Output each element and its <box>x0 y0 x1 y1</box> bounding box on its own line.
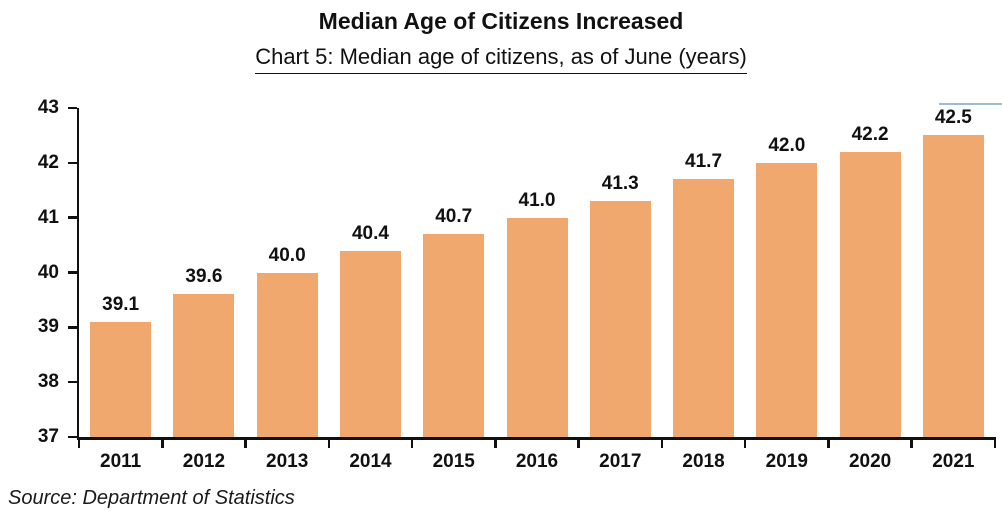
annotation-line <box>939 103 1002 105</box>
bar-2018 <box>673 179 735 437</box>
x-axis-tick <box>327 437 331 448</box>
bar-value-label: 39.6 <box>185 266 223 288</box>
bar-2021 <box>922 135 984 437</box>
y-axis-tick <box>67 106 77 110</box>
bar-2014 <box>339 250 401 437</box>
y-axis-tick <box>67 435 77 439</box>
bar-value-label: 42.5 <box>934 107 972 129</box>
x-axis-label: 2012 <box>182 451 226 472</box>
bar-2016 <box>506 217 568 437</box>
plot-area: 37 38 39 40 41 42 43 39.1 2011 39.6 2012 40.0 2013 40… <box>38 97 1002 472</box>
chart-title: Median Age of Citizens Increased <box>318 8 684 34</box>
x-axis-tick <box>77 437 81 448</box>
y-axis-label: 38 <box>37 371 59 393</box>
y-axis-tick <box>67 216 77 219</box>
y-axis-tick <box>67 271 77 274</box>
x-axis-label: 2017 <box>599 451 642 472</box>
bar-value-label: 42.0 <box>768 134 806 156</box>
bar-2020 <box>839 151 901 437</box>
y-axis-label: 37 <box>37 426 59 447</box>
x-axis-tick <box>660 437 664 448</box>
y-axis-tick <box>67 161 77 165</box>
chart-subtitle-row: Chart 5: Median age of citizens, as of J… <box>0 44 1002 74</box>
bar-value-label: 40.4 <box>351 222 389 244</box>
x-axis-tick <box>743 437 747 448</box>
bar-2019 <box>756 162 818 437</box>
bar-2015 <box>423 234 485 437</box>
bar-2017 <box>589 201 651 437</box>
y-axis-tick <box>67 326 77 329</box>
y-axis-label: 41 <box>37 206 59 228</box>
x-axis-label: 2014 <box>349 451 392 472</box>
bar-value-label: 40.0 <box>268 244 306 266</box>
bar-value-label: 41.3 <box>601 173 639 195</box>
x-axis-tick <box>244 437 247 448</box>
x-axis-tick <box>993 437 997 448</box>
x-axis-tick <box>410 437 414 448</box>
x-axis-label: 2019 <box>765 451 808 472</box>
bar-2011 <box>90 321 152 437</box>
bar-2013 <box>256 272 318 437</box>
bar-value-label: 41.7 <box>685 151 723 173</box>
bar-2012 <box>173 294 235 437</box>
x-axis-label: 2020 <box>848 451 892 472</box>
source-note: Source: Department of Statistics <box>8 487 295 509</box>
x-axis-tick <box>910 437 913 448</box>
x-axis-tick <box>494 437 497 448</box>
y-axis-label: 42 <box>37 151 59 173</box>
x-axis-tick <box>577 437 580 448</box>
x-axis-label: 2013 <box>266 451 309 472</box>
x-axis-label: 2018 <box>682 451 725 472</box>
y-axis-label: 43 <box>37 97 59 118</box>
chart-subtitle: Chart 5: Median age of citizens, as of J… <box>255 44 747 74</box>
bar-value-label: 40.7 <box>435 206 473 228</box>
y-axis-label: 39 <box>37 316 59 338</box>
bar-value-label: 39.1 <box>102 293 140 315</box>
x-axis-label: 2021 <box>932 451 975 472</box>
x-axis-label: 2015 <box>432 451 475 472</box>
y-axis-label: 40 <box>37 261 59 283</box>
x-axis-tick <box>827 437 830 448</box>
bar-value-label: 42.2 <box>851 123 889 145</box>
y-axis-tick <box>67 380 77 384</box>
x-axis-label: 2011 <box>100 451 142 472</box>
bar-value-label: 41.0 <box>518 189 556 211</box>
x-axis-tick <box>161 437 164 448</box>
x-axis-label: 2016 <box>515 451 559 472</box>
